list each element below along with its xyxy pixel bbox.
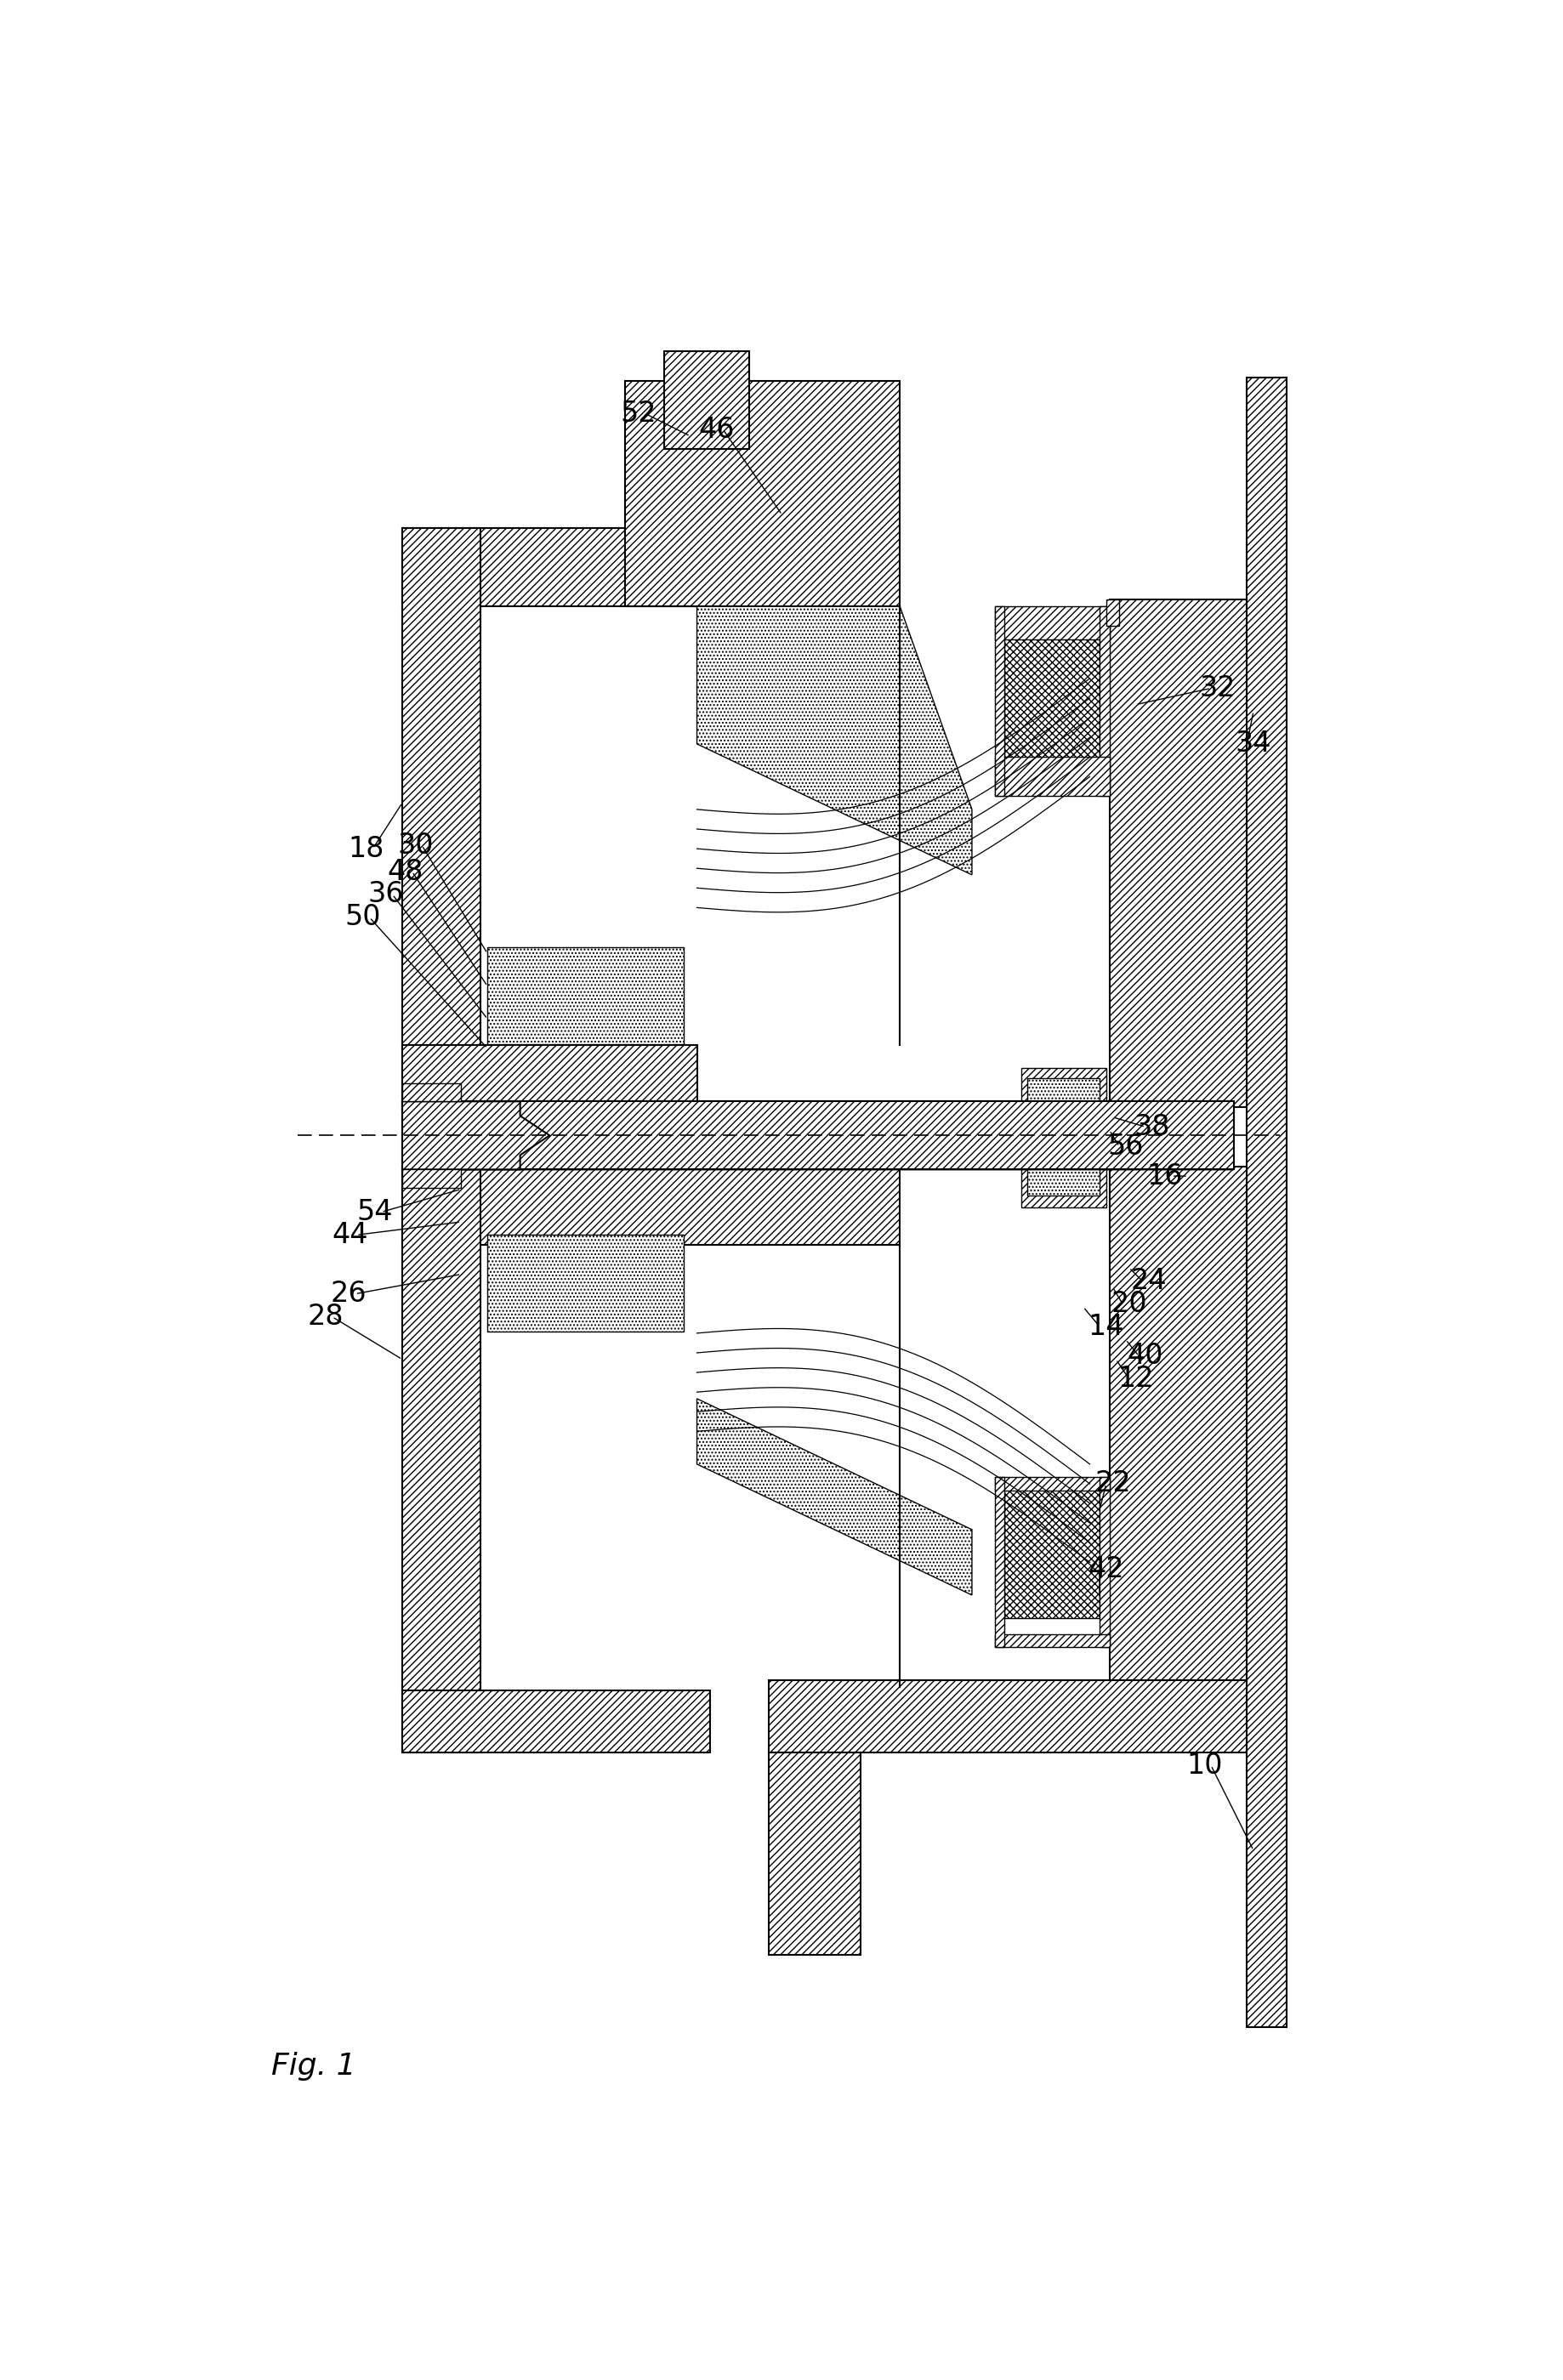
Text: 42: 42: [1088, 1554, 1124, 1583]
Text: 10: 10: [1186, 1752, 1222, 1780]
Polygon shape: [1110, 600, 1247, 1107]
Bar: [1021, 1135, 1107, 1207]
Bar: [1027, 1078, 1100, 1130]
Bar: [1021, 1069, 1107, 1140]
Text: 50: 50: [345, 904, 381, 931]
Bar: [402, 1102, 1233, 1169]
Polygon shape: [402, 1166, 900, 1245]
Polygon shape: [664, 352, 749, 450]
Polygon shape: [996, 1478, 1110, 1490]
Polygon shape: [402, 528, 900, 607]
Text: 22: 22: [1094, 1471, 1132, 1497]
Text: 38: 38: [1135, 1114, 1171, 1140]
Text: 52: 52: [621, 400, 656, 428]
Polygon shape: [402, 1135, 1233, 1169]
Bar: [488, 1235, 685, 1333]
Text: 54: 54: [356, 1197, 392, 1226]
Text: 46: 46: [699, 416, 735, 443]
Text: 16: 16: [1147, 1161, 1183, 1190]
Polygon shape: [1110, 1166, 1247, 1680]
Polygon shape: [402, 1169, 461, 1188]
Polygon shape: [996, 757, 1110, 797]
Text: 34: 34: [1235, 731, 1272, 757]
Polygon shape: [1100, 607, 1110, 797]
Bar: [1005, 1488, 1100, 1618]
Text: 56: 56: [1108, 1133, 1144, 1161]
Text: 24: 24: [1130, 1266, 1168, 1295]
Polygon shape: [402, 1102, 1233, 1135]
Text: 12: 12: [1118, 1366, 1153, 1392]
Polygon shape: [769, 1680, 1247, 1752]
Polygon shape: [402, 1102, 550, 1169]
Text: 14: 14: [1088, 1314, 1124, 1340]
Text: Fig. 1: Fig. 1: [272, 2052, 356, 2080]
Text: 30: 30: [397, 831, 433, 859]
Polygon shape: [996, 1478, 1005, 1647]
Bar: [1027, 1142, 1100, 1195]
Bar: [1107, 600, 1119, 626]
Polygon shape: [697, 1399, 972, 1595]
Polygon shape: [769, 1752, 861, 1956]
Polygon shape: [996, 1635, 1110, 1647]
Text: 18: 18: [349, 835, 384, 862]
Text: 26: 26: [330, 1280, 367, 1309]
Bar: [488, 947, 685, 1045]
Polygon shape: [1247, 378, 1286, 2028]
Polygon shape: [996, 607, 1110, 640]
Bar: [1005, 633, 1100, 764]
Text: 44: 44: [331, 1221, 367, 1250]
Polygon shape: [402, 1690, 710, 1752]
Polygon shape: [1100, 1478, 1110, 1647]
Polygon shape: [402, 528, 481, 1109]
Polygon shape: [402, 1083, 461, 1102]
Text: 32: 32: [1199, 674, 1236, 702]
Text: 20: 20: [1111, 1290, 1147, 1319]
Text: 28: 28: [308, 1302, 344, 1330]
Polygon shape: [402, 1166, 481, 1752]
Text: 40: 40: [1127, 1342, 1163, 1371]
Polygon shape: [697, 607, 972, 876]
Text: 48: 48: [388, 857, 424, 885]
Polygon shape: [402, 1045, 697, 1109]
Text: 36: 36: [367, 881, 403, 909]
Polygon shape: [625, 381, 900, 607]
Polygon shape: [996, 607, 1005, 797]
